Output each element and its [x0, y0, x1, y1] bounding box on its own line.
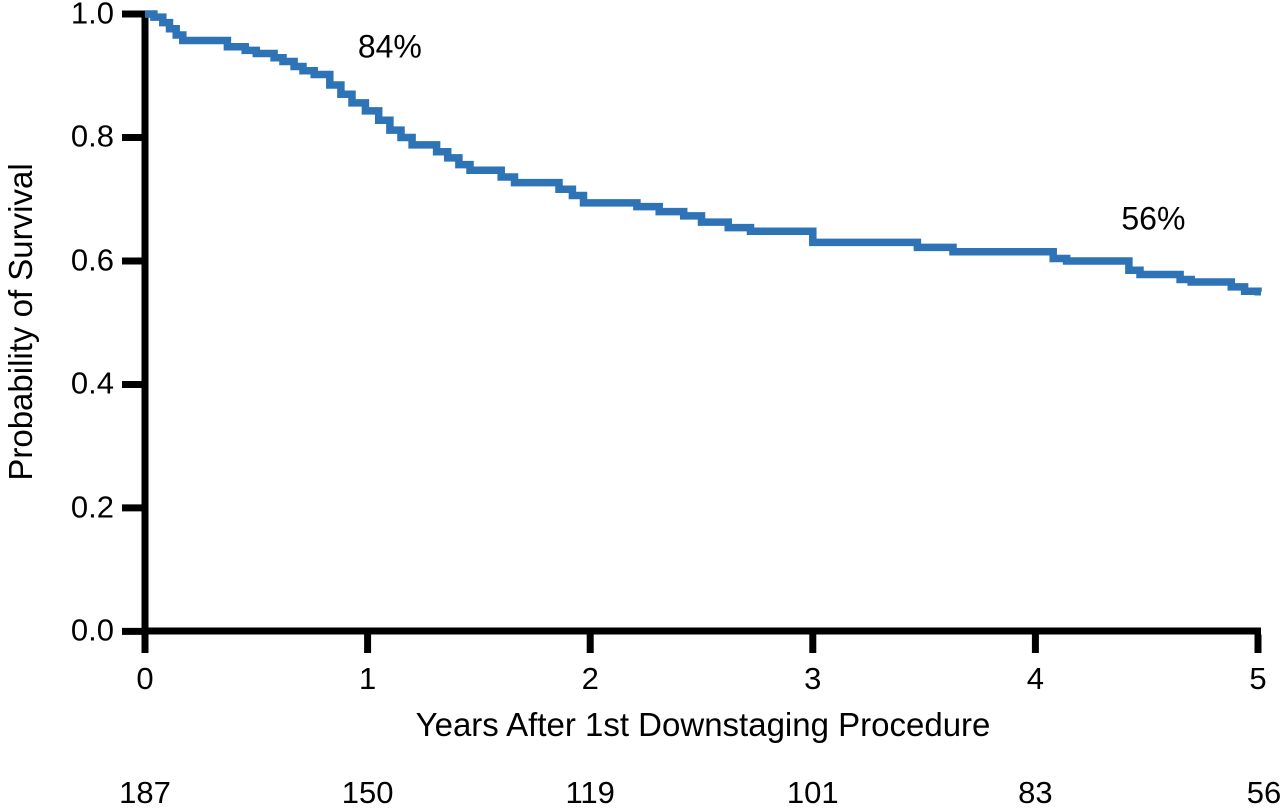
- number-at-risk: 119: [565, 775, 615, 809]
- x-tick-label: 1: [358, 661, 377, 696]
- y-axis-title: Probability of Survival: [2, 163, 39, 481]
- y-tick-label: 0.4: [70, 365, 114, 401]
- number-at-risk: 56: [1246, 775, 1280, 809]
- annotation-5yr-survival: 56%: [1121, 200, 1186, 237]
- number-at-risk: 101: [786, 775, 839, 809]
- x-tick-label: 4: [1026, 661, 1045, 696]
- y-tick-label: 1.0: [70, 0, 114, 31]
- x-tick-label: 2: [581, 661, 599, 696]
- y-tick-label: 0.8: [70, 118, 114, 154]
- x-tick-label: 0: [136, 661, 154, 696]
- x-axis-title: Years After 1st Downstaging Procedure: [415, 706, 991, 743]
- y-tick-label: 0.2: [70, 489, 114, 525]
- survival-step-curve: [145, 10, 1262, 296]
- number-at-risk: 187: [119, 775, 171, 809]
- number-at-risk: 83: [1018, 775, 1053, 809]
- axes: [122, 10, 1262, 653]
- y-tick-label: 0.6: [70, 242, 114, 278]
- y-tick-label: 0.0: [70, 612, 114, 648]
- number-at-risk: 150: [341, 775, 394, 809]
- x-tick-label: 3: [804, 661, 822, 696]
- x-tick-label: 5: [1249, 661, 1267, 696]
- annotation-1yr-survival: 84%: [357, 28, 422, 65]
